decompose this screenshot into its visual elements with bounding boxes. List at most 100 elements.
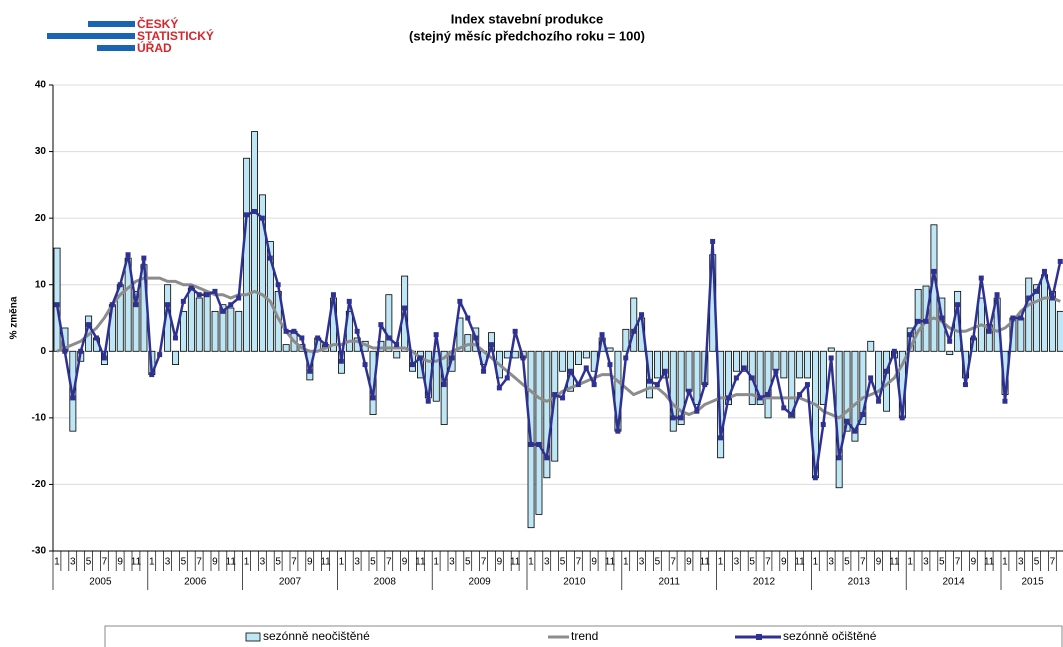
legend-label: sezónně neočištěné bbox=[263, 629, 370, 643]
marker bbox=[101, 355, 107, 361]
marker bbox=[749, 375, 755, 381]
y-tick-label: -30 bbox=[32, 546, 47, 557]
marker bbox=[315, 335, 321, 341]
logo: ČESKÝ STATISTICKÝ ÚŘAD bbox=[47, 16, 214, 55]
x-tick-label: 1 bbox=[433, 557, 439, 568]
x-tick-label: 1 bbox=[623, 557, 629, 568]
x-tick-label: 9 bbox=[307, 557, 313, 568]
marker bbox=[512, 328, 518, 334]
marker bbox=[54, 302, 60, 308]
y-tick-label: 30 bbox=[35, 146, 47, 157]
x-tick-label: 9 bbox=[876, 557, 882, 568]
y-axis-label: % změna bbox=[9, 296, 20, 339]
legend-marker bbox=[756, 634, 762, 640]
marker bbox=[1041, 268, 1047, 274]
marker bbox=[441, 382, 447, 388]
bar bbox=[503, 350, 511, 359]
marker bbox=[188, 285, 194, 291]
bar bbox=[1033, 284, 1041, 352]
marker bbox=[868, 375, 874, 381]
bar bbox=[432, 350, 440, 402]
marker bbox=[149, 372, 155, 378]
marker bbox=[259, 215, 265, 221]
bar bbox=[725, 350, 732, 405]
marker bbox=[180, 298, 186, 304]
marker bbox=[860, 412, 866, 418]
marker bbox=[907, 332, 913, 338]
bar bbox=[195, 297, 203, 352]
bar bbox=[669, 350, 677, 432]
marker bbox=[165, 302, 171, 308]
marker bbox=[923, 318, 929, 324]
year-label: 2015 bbox=[1021, 577, 1044, 588]
marker bbox=[465, 315, 471, 321]
marker bbox=[544, 455, 550, 461]
marker bbox=[583, 365, 589, 371]
x-tick-label: 5 bbox=[939, 557, 945, 568]
marker bbox=[947, 338, 953, 344]
marker bbox=[741, 365, 747, 371]
marker bbox=[773, 368, 779, 374]
year-label: 2005 bbox=[89, 577, 112, 588]
marker bbox=[378, 322, 384, 328]
bar bbox=[756, 350, 764, 405]
x-tick-label: 7 bbox=[576, 557, 582, 568]
bar bbox=[796, 350, 804, 379]
x-tick-label: 1 bbox=[149, 557, 155, 568]
marker bbox=[299, 335, 305, 341]
marker bbox=[307, 368, 313, 374]
marker bbox=[275, 282, 281, 288]
bar bbox=[543, 350, 551, 479]
x-tick-label: 11 bbox=[605, 557, 616, 568]
marker bbox=[852, 428, 858, 434]
marker bbox=[204, 292, 210, 298]
chart-subtitle: (stejný měsíc předchozího roku = 100) bbox=[409, 28, 645, 43]
marker bbox=[212, 288, 218, 294]
marker bbox=[323, 342, 329, 348]
bar bbox=[258, 194, 266, 352]
logo-bar bbox=[88, 21, 135, 27]
year-label: 2012 bbox=[753, 577, 776, 588]
marker bbox=[939, 315, 945, 321]
series-line bbox=[56, 276, 1061, 420]
marker bbox=[662, 368, 668, 374]
marker bbox=[504, 375, 510, 381]
year-label: 2014 bbox=[942, 577, 965, 588]
marker bbox=[1018, 315, 1024, 321]
bar bbox=[1041, 274, 1048, 352]
year-label: 2008 bbox=[374, 577, 397, 588]
marker bbox=[62, 348, 68, 354]
marker bbox=[994, 292, 1000, 298]
bar bbox=[227, 307, 235, 352]
year-label: 2006 bbox=[184, 577, 207, 588]
x-tick-label: 3 bbox=[260, 557, 266, 568]
x-tick-label: 11 bbox=[794, 557, 805, 568]
marker bbox=[899, 415, 905, 421]
x-tick-label: 7 bbox=[196, 557, 202, 568]
marker bbox=[639, 312, 645, 318]
bar bbox=[266, 241, 274, 352]
x-tick-label: 7 bbox=[291, 557, 297, 568]
bar bbox=[717, 350, 725, 459]
x-tick-label: 5 bbox=[465, 557, 471, 568]
x-tick-label: 9 bbox=[781, 557, 787, 568]
marker bbox=[710, 238, 716, 244]
marker bbox=[291, 328, 297, 334]
bar bbox=[551, 350, 559, 462]
bar bbox=[53, 247, 61, 352]
x-tick-label: 3 bbox=[923, 557, 929, 568]
legend-label: trend bbox=[571, 629, 598, 643]
marker bbox=[473, 335, 479, 341]
x-tick-label: 5 bbox=[655, 557, 661, 568]
chart-title: Index stavební produkce bbox=[451, 11, 603, 26]
marker bbox=[599, 332, 605, 338]
marker bbox=[725, 395, 731, 401]
x-tick-label: 7 bbox=[765, 557, 771, 568]
x-tick-label: 5 bbox=[275, 557, 281, 568]
x-tick-label: 11 bbox=[984, 557, 995, 568]
logo-text: STATISTICKÝ bbox=[137, 28, 214, 43]
x-tick-label: 3 bbox=[449, 557, 455, 568]
marker bbox=[338, 358, 344, 364]
x-tick-label: 7 bbox=[1050, 557, 1056, 568]
